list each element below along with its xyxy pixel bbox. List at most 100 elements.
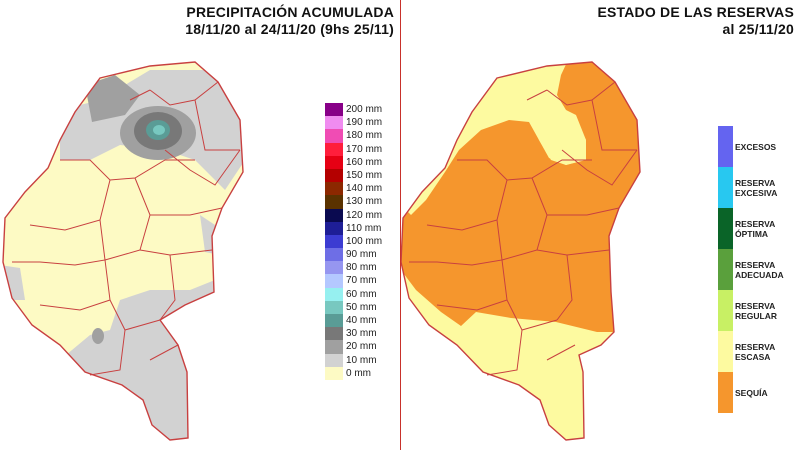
reserve-zone-escasa-north [531,105,586,165]
precipitation-title: PRECIPITACIÓN ACUMULADA 18/11/20 al 24/1… [185,4,394,38]
precipitation-legend-swatch [325,155,343,169]
precipitation-legend-item: 160 mm [325,155,397,169]
reserves-legend-label: SEQUÍA [735,387,768,398]
precipitation-legend-swatch [325,274,343,288]
precipitation-legend-label: 190 mm [346,117,383,129]
reserves-legend-swatch [718,331,733,372]
precipitation-legend-item: 130 mm [325,195,397,209]
precipitation-legend-label: 80 mm [346,262,377,274]
reserves-legend-swatch [718,208,733,249]
precipitation-legend-item: 60 mm [325,287,397,301]
precipitation-legend-swatch [325,340,343,354]
reserves-map [401,61,641,441]
rain-zone-20mm-nw [85,75,140,122]
precipitation-legend-item: 100 mm [325,234,397,249]
precipitation-legend-label: 60 mm [346,288,377,300]
panel-divider [400,0,401,450]
precipitation-legend-swatch [325,129,343,143]
precipitation-legend-label: 170 mm [346,143,383,155]
precipitation-legend-swatch [325,182,343,196]
reserves-province-outline [401,61,641,441]
reserves-legend-item: RESERVA ESCASA [718,331,796,372]
precipitation-legend-item: 120 mm [325,208,397,222]
precipitation-title-line2: 18/11/20 al 24/11/20 (9hs 25/11) [185,21,394,37]
reserves-title-line1: ESTADO DE LAS RESERVAS [597,4,794,20]
rain-zone-20mm-south [92,328,104,344]
precipitation-legend-swatch [325,287,343,301]
reserves-legend-swatch [718,249,733,290]
precipitation-panel: PRECIPITACIÓN ACUMULADA 18/11/20 al 24/1… [2,4,397,441]
precipitation-legend-swatch [325,261,343,275]
precipitation-legend-label: 50 mm [346,301,377,313]
reserves-panel: ESTADO DE LAS RESERVAS al 25/11/20 EXCES… [401,0,800,450]
reserves-legend-label: RESERVA EXCESIVA [735,177,778,198]
precipitation-legend-label: 180 mm [346,130,383,142]
precipitation-legend-item: 140 mm [325,182,397,196]
reserves-legend-label: RESERVA ADECUADA [735,259,784,280]
precipitation-legend-label: 140 mm [346,183,383,195]
rain-zone-50mm [153,125,165,135]
precipitation-legend-swatch [325,116,343,130]
precipitation-legend-label: 70 mm [346,275,377,287]
precipitation-legend-label: 150 mm [346,169,383,181]
reserves-legend-swatch [718,167,733,208]
reserve-zone-sequia [401,62,640,332]
precipitation-legend-label: 160 mm [346,156,383,168]
reserves-legend-swatch [718,126,733,167]
precipitation-legend-item: 190 mm [325,116,397,130]
precipitation-legend-item: 0 mm [325,366,397,380]
department-borders [12,81,241,376]
reserves-department-borders [409,81,638,376]
precipitation-title-line1: PRECIPITACIÓN ACUMULADA [186,4,394,20]
precipitation-legend-item: 110 mm [325,221,397,235]
reserves-legend-label: RESERVA ESCASA [735,341,776,362]
reserves-legend-swatch [718,290,733,331]
precipitation-legend-swatch [325,103,343,117]
precipitation-legend-item: 70 mm [325,274,397,288]
reserves-legend-item: EXCESOS [718,126,796,167]
precipitation-legend-item: 40 mm [325,314,397,328]
reserves-legend-label: RESERVA REGULAR [735,300,778,321]
precipitation-legend-label: 90 mm [346,249,377,261]
precipitation-map [2,61,244,441]
reserves-legend-item: RESERVA EXCESIVA [718,167,796,208]
precipitation-legend-swatch [325,366,343,380]
precipitation-legend-item: 150 mm [325,168,397,183]
precipitation-legend-swatch [325,314,343,328]
reserves-legend-label: EXCESOS [735,141,777,152]
reserves-legend: EXCESOS RESERVA EXCESIVA RESERVA ÓPTIMA RES… [718,126,796,413]
precipitation-legend: 200 mm 190 mm 180 mm 170 mm 160 mm 150 mm 140 … [325,103,397,380]
reserves-legend-item: SEQUÍA [718,372,796,413]
precipitation-legend-swatch [325,168,343,183]
precipitation-legend-swatch [325,300,343,314]
precipitation-legend-item: 200 mm [325,103,397,117]
precipitation-legend-swatch [325,208,343,222]
precipitation-legend-item: 170 mm [325,142,397,156]
precipitation-legend-label: 10 mm [346,354,377,366]
reserves-legend-swatch [718,372,733,413]
province-outline [2,61,244,441]
precipitation-legend-label: 120 mm [346,209,383,221]
precipitation-legend-item: 180 mm [325,129,397,143]
precipitation-legend-swatch [325,248,343,262]
precipitation-legend-label: 20 mm [346,341,377,353]
precipitation-legend-label: 110 mm [346,222,382,234]
precipitation-legend-label: 0 mm [346,367,371,379]
precipitation-legend-swatch [325,142,343,156]
precipitation-legend-item: 90 mm [325,248,397,262]
precipitation-legend-item: 50 mm [325,300,397,314]
precipitation-legend-label: 30 mm [346,328,377,340]
precipitation-legend-item: 30 mm [325,327,397,341]
precipitation-legend-item: 20 mm [325,340,397,354]
precipitation-legend-label: 40 mm [346,315,377,326]
precipitation-legend-swatch [325,234,343,249]
precipitation-legend-item: 10 mm [325,353,397,367]
reserves-legend-item: RESERVA ADECUADA [718,249,796,290]
precipitation-legend-swatch [325,195,343,209]
precipitation-legend-label: 100 mm [346,235,383,247]
reserves-legend-item: RESERVA REGULAR [718,290,796,331]
reserves-legend-item: RESERVA ÓPTIMA [718,208,796,249]
precipitation-legend-label: 200 mm [346,104,383,115]
precipitation-legend-swatch [325,221,343,235]
reserves-title-line2: al 25/11/20 [722,21,794,37]
